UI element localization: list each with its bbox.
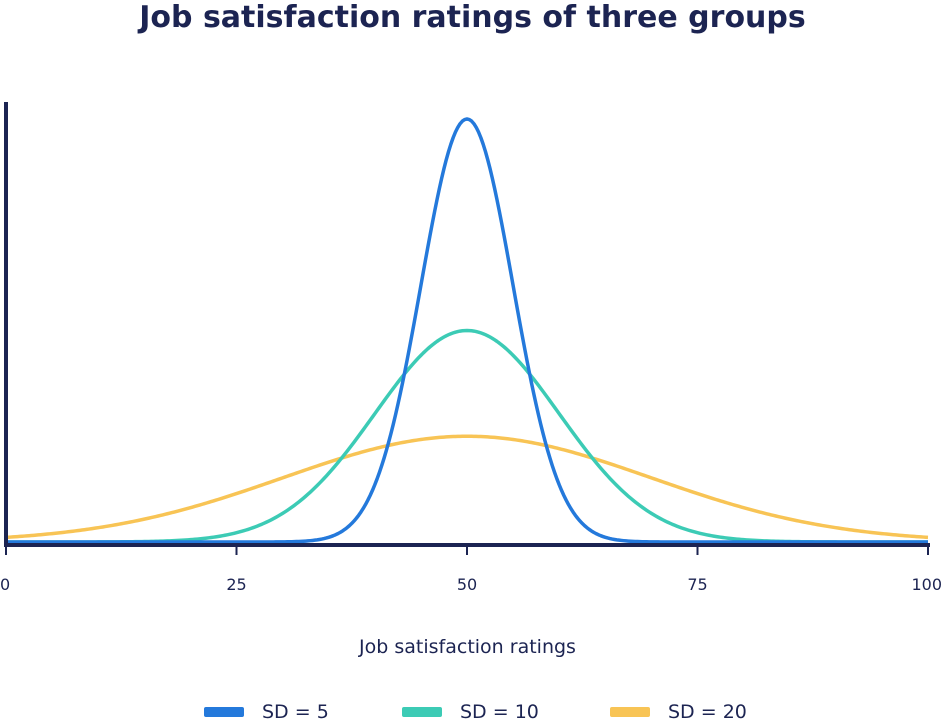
legend-label-sd5: SD = 5 [262, 701, 329, 723]
legend-swatch-sd10 [402, 707, 442, 717]
x-tick-label-100: 100 [911, 575, 942, 594]
x-tick-label-0: 0 [0, 575, 10, 594]
x-axis-label: Job satisfaction ratings [359, 636, 576, 658]
chart-title: Job satisfaction ratings of three groups [139, 0, 806, 35]
legend-item-sd20: SD = 20 [610, 701, 747, 723]
legend-item-sd5: SD = 5 [204, 701, 329, 723]
legend: SD = 5 SD = 10 SD = 20 [0, 701, 945, 723]
series-line-sd5 [6, 117, 928, 544]
legend-label-sd20: SD = 20 [668, 701, 747, 723]
legend-label-sd10: SD = 10 [460, 701, 539, 723]
x-tick-label-75: 75 [687, 575, 707, 594]
x-axis-ticks: 0 25 50 75 100 [0, 545, 942, 594]
legend-swatch-sd5 [204, 707, 244, 717]
legend-item-sd10: SD = 10 [402, 701, 539, 723]
x-tick-label-25: 25 [226, 575, 246, 594]
series-curves [5, 117, 929, 544]
x-tick-label-50: 50 [457, 575, 477, 594]
legend-swatch-sd20 [610, 707, 650, 717]
series-line-sd20 [5, 434, 929, 540]
